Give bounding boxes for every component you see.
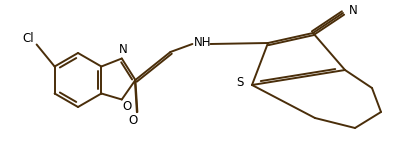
Text: N: N xyxy=(118,43,127,56)
Text: S: S xyxy=(236,77,244,89)
Text: O: O xyxy=(129,113,138,126)
Text: O: O xyxy=(122,100,132,113)
Text: NH: NH xyxy=(194,35,211,49)
Text: N: N xyxy=(349,4,358,18)
Text: Cl: Cl xyxy=(23,32,35,45)
